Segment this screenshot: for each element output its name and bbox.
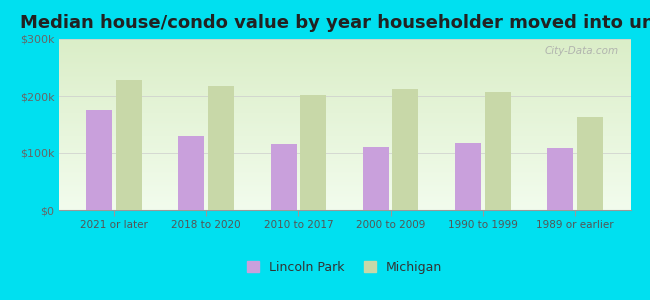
- Bar: [208, 86, 234, 210]
- Bar: [116, 80, 142, 210]
- Bar: [485, 92, 510, 210]
- Bar: [547, 148, 573, 210]
- Bar: [270, 145, 296, 210]
- Bar: [300, 95, 326, 210]
- Bar: [393, 89, 419, 210]
- Title: Median house/condo value by year householder moved into unit: Median house/condo value by year househo…: [20, 14, 650, 32]
- Text: City-Data.com: City-Data.com: [545, 46, 619, 56]
- Bar: [577, 117, 603, 210]
- Bar: [363, 147, 389, 210]
- Legend: Lincoln Park, Michigan: Lincoln Park, Michigan: [242, 256, 447, 279]
- Bar: [455, 143, 481, 210]
- Bar: [86, 110, 112, 210]
- Bar: [179, 136, 204, 210]
